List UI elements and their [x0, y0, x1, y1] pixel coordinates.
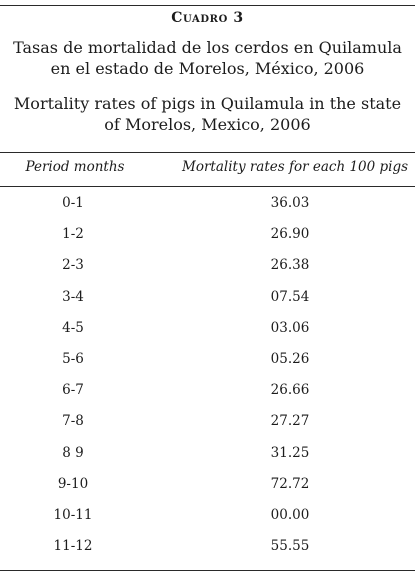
table-row: 9-10 72.72 — [0, 469, 415, 500]
rate-cell: 07.54 — [270, 288, 310, 305]
table-title-english: Mortality rates of pigs in Quilamula in … — [13, 94, 402, 134]
rate-cell: 03.06 — [270, 319, 310, 336]
period-cell: 4-5 — [62, 319, 84, 336]
period-cell: 5-6 — [62, 350, 84, 367]
period-cell: 1-2 — [62, 226, 84, 243]
period-cell: 9-10 — [57, 475, 89, 492]
top-rule — [0, 5, 415, 6]
rate-cell: 26.90 — [270, 226, 310, 243]
table-row: 10-11 00.00 — [0, 500, 415, 531]
table-row: 8 9 31.25 — [0, 438, 415, 469]
period-cell: 3-4 — [62, 288, 84, 305]
rate-cell: 00.00 — [270, 506, 310, 523]
rate-cell: 26.66 — [270, 382, 310, 399]
header-top-rule — [0, 152, 415, 153]
period-cell: 11-12 — [53, 538, 93, 555]
period-cell: 0-1 — [62, 195, 84, 211]
column-header-period: Period months — [25, 159, 125, 175]
rate-cell: 27.27 — [270, 413, 310, 430]
period-cell: 10-11 — [53, 506, 93, 523]
table-row: 0-1 36.03 — [0, 188, 415, 219]
rate-cell: 26.38 — [270, 257, 310, 274]
table-row: 7-8 27.27 — [0, 406, 415, 437]
column-header-rate: Mortality rates for each 100 pigs — [182, 159, 409, 175]
table-caption-label: Cuadro 3 — [171, 10, 244, 26]
period-cell: 6-7 — [62, 382, 84, 399]
table-row: 5-6 05.26 — [0, 344, 415, 375]
table-body: 0-1 36.03 1-2 26.90 2-3 26.38 3-4 07.54 … — [0, 188, 415, 562]
bottom-rule — [0, 570, 415, 571]
rate-cell: 05.26 — [270, 350, 310, 367]
period-cell: 2-3 — [62, 257, 84, 274]
table-title-spanish: Tasas de mortalidad de los cerdos en Qui… — [13, 38, 402, 78]
period-cell: 7-8 — [62, 413, 84, 430]
table-row: 4-5 03.06 — [0, 313, 415, 344]
rate-cell: 31.25 — [270, 444, 310, 461]
rate-cell: 55.55 — [270, 538, 310, 555]
table-row: 1-2 26.90 — [0, 219, 415, 250]
period-cell: 8 9 — [62, 444, 84, 461]
rate-cell: 72.72 — [270, 475, 310, 492]
table-row: 3-4 07.54 — [0, 282, 415, 313]
header-bottom-rule — [0, 186, 415, 187]
table-row: 11-12 55.55 — [0, 531, 415, 562]
table-row: 6-7 26.66 — [0, 375, 415, 406]
rate-cell: 36.03 — [270, 195, 310, 211]
table-row: 2-3 26.38 — [0, 250, 415, 281]
